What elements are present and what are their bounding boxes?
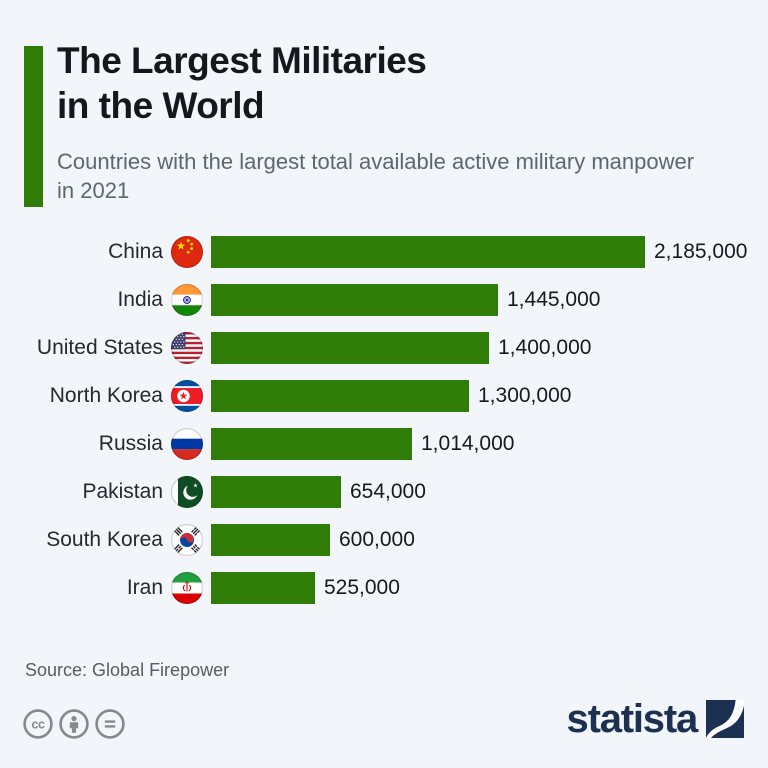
bar-north-korea (211, 380, 469, 412)
bar-row-india: India (0, 284, 768, 316)
title-line-2: in the World (57, 85, 265, 126)
value-label: 1,300,000 (478, 384, 572, 407)
bar-russia (211, 428, 412, 460)
attribution-icon[interactable] (58, 708, 90, 745)
country-label: Russia (98, 432, 163, 455)
bar-row-north-korea: North Korea 1,300,000 (0, 380, 768, 412)
india-flag-icon (171, 284, 203, 316)
value-label: 1,400,000 (498, 336, 592, 359)
statista-logo[interactable]: statista (566, 697, 744, 741)
country-label: Pakistan (82, 480, 163, 503)
bar-pakistan (211, 476, 341, 508)
value-label: 600,000 (339, 528, 415, 551)
country-label: South Korea (46, 528, 163, 551)
license-badges: cc (22, 708, 126, 745)
title-accent-bar (24, 46, 43, 207)
russia-flag-icon (171, 428, 203, 460)
page-subtitle: Countries with the largest total availab… (57, 149, 695, 203)
country-label: North Korea (49, 384, 163, 407)
bar-row-iran: Iran (0, 572, 768, 604)
title-line-1: The Largest Militaries (57, 40, 427, 81)
value-label: 1,014,000 (421, 432, 515, 455)
page-title: The Largest Militaries in the World (57, 38, 427, 128)
china-flag-icon (171, 236, 203, 268)
country-label: India (117, 288, 163, 311)
bar-row-united-states: United States (0, 332, 768, 364)
pakistan-flag-icon (171, 476, 203, 508)
svg-text:cc: cc (32, 718, 45, 732)
bar-row-south-korea: South Korea (0, 524, 768, 556)
bar-china (211, 236, 645, 268)
statista-logo-mark (706, 700, 744, 738)
value-label: 654,000 (350, 480, 426, 503)
source-text: Source: Global Firepower (25, 660, 230, 680)
bar-india (211, 284, 498, 316)
bar-row-china: China 2,185,000 (0, 236, 768, 268)
value-label: 1,445,000 (507, 288, 601, 311)
no-derivatives-icon[interactable] (94, 708, 126, 745)
north-korea-flag-icon (171, 380, 203, 412)
country-label: Iran (126, 576, 163, 599)
country-label: China (108, 240, 163, 263)
value-label: 2,185,000 (654, 240, 748, 263)
iran-flag-icon (171, 572, 203, 604)
bar-row-russia: Russia 1,014,000 (0, 428, 768, 460)
south-korea-flag-icon (171, 524, 203, 556)
united-states-flag-icon (171, 332, 203, 364)
country-label: United States (36, 336, 163, 359)
bar-chart: China 2,185,000 (0, 236, 768, 620)
bar-south-korea (211, 524, 330, 556)
bar-united-states (211, 332, 489, 364)
cc-icon[interactable]: cc (22, 708, 54, 745)
bar-row-pakistan: Pakistan 654,000 (0, 476, 768, 508)
value-label: 525,000 (324, 576, 400, 599)
statista-logo-text: statista (566, 697, 699, 741)
bar-iran (211, 572, 315, 604)
